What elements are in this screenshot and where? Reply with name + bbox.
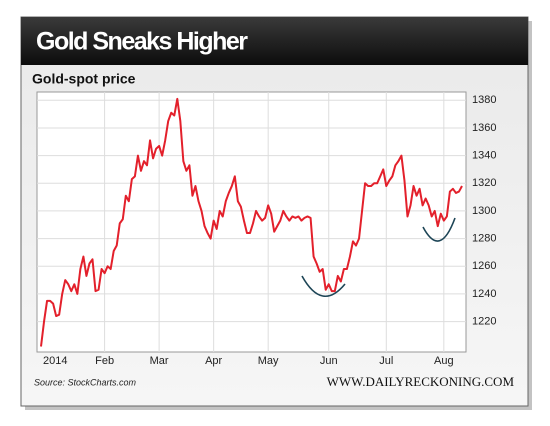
x-tick-label: Aug [434, 355, 454, 367]
y-tick-label: 1220 [472, 315, 496, 327]
y-tick-label: 1300 [472, 205, 496, 217]
y-tick-label: 1240 [472, 288, 496, 300]
y-tick-label: 1340 [472, 150, 496, 162]
y-tick-label: 1260 [472, 260, 496, 272]
annotation-curve [422, 217, 456, 242]
x-tick-label: Jun [320, 355, 338, 367]
price-line [40, 97, 463, 347]
annotation-curve [301, 275, 346, 298]
chart-title: Gold Sneaks Higher [36, 28, 248, 56]
chart-subtitle: Gold-spot price [32, 71, 136, 87]
source: Source: StockCharts.com [34, 377, 137, 387]
x-tick-label: Mar [150, 355, 169, 367]
y-tick-label: 1360 [472, 122, 496, 134]
website: WWW.DAILYRECKONING.COM [327, 374, 515, 389]
x-tick-label: 2014 [43, 355, 67, 367]
x-tick-label: Apr [205, 355, 222, 367]
x-tick-label: Jul [379, 355, 393, 367]
x-tick-label: Feb [95, 355, 114, 367]
header [21, 17, 528, 65]
y-tick-label: 1320 [472, 177, 496, 189]
x-tick-label: May [258, 355, 279, 367]
plot-area [36, 91, 467, 353]
y-tick-label: 1280 [472, 233, 496, 245]
y-tick-label: 1380 [472, 94, 496, 106]
